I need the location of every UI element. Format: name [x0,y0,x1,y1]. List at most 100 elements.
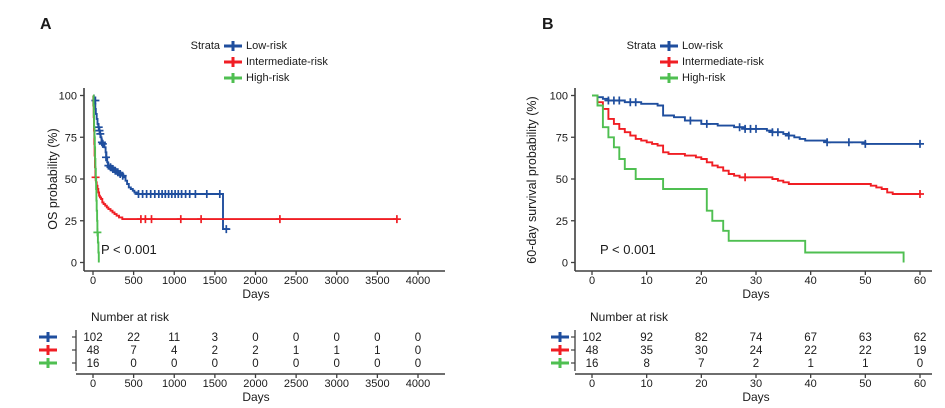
risk-count-low-risk: 3 [212,332,218,344]
y-tick-label: 100 [550,91,568,103]
risk-count-high-risk: 0 [415,358,421,370]
risk-count-high-risk: 1 [807,358,813,370]
risk-row-marker-intermediate-risk-icon [551,345,569,355]
risk-row-marker-high-risk-icon [551,358,569,368]
risk-count-low-risk: 102 [582,332,601,344]
p-value-annotation: P < 0.001 [101,242,157,257]
censor-marks-intermediate-risk [741,173,924,198]
x-tick-label: 3500 [365,275,389,287]
legend-title: Strata [190,40,220,52]
legend-label-intermediate-risk: Intermediate-risk [246,56,328,68]
risk-count-intermediate-risk: 1 [374,345,380,357]
risk-count-high-risk: 0 [334,358,340,370]
risk-count-high-risk: 0 [917,358,923,370]
y-tick-label: 25 [65,216,77,228]
x-tick-label: 0 [589,275,595,287]
legend-label-high-risk: High-risk [682,72,726,84]
y-tick-label: 75 [65,132,77,144]
risk-table-x-tick-label: 3500 [365,378,389,390]
censor-marks-low-risk [604,96,924,148]
risk-count-low-risk: 63 [859,332,872,344]
x-tick-label: 40 [805,275,817,287]
risk-count-intermediate-risk: 19 [914,345,927,357]
risk-row-marker-low-risk-icon [39,332,57,342]
risk-count-low-risk: 62 [914,332,927,344]
risk-count-low-risk: 0 [415,332,421,344]
y-tick-label: 50 [65,174,77,186]
y-tick-label: 0 [71,258,77,270]
y-tick-label: 0 [562,258,568,270]
y-axis-title: OS probability (%) [46,128,60,230]
risk-count-low-risk: 82 [695,332,708,344]
y-tick-label: 100 [59,91,77,103]
x-tick-label: 30 [750,275,762,287]
risk-count-low-risk: 11 [168,332,180,344]
risk-table-x-tick-label: 20 [695,378,707,390]
panel-label-a: A [40,16,52,33]
x-tick-label: 4000 [406,275,430,287]
risk-count-intermediate-risk: 30 [695,345,708,357]
risk-table-x-tick-label: 60 [914,378,926,390]
risk-row-marker-low-risk-icon [551,332,569,342]
risk-count-intermediate-risk: 1 [334,345,340,357]
km-curve-intermediate-risk [92,94,397,221]
risk-table-x-tick-label: 2000 [243,378,267,390]
y-tick-label: 50 [556,174,568,186]
legend-marker-intermediate-risk-icon [660,57,678,67]
risk-table-x-tick-label: 30 [750,378,762,390]
x-tick-label: 2500 [284,275,308,287]
risk-count-low-risk: 92 [640,332,653,344]
risk-count-intermediate-risk: 1 [293,345,299,357]
risk-table-x-axis-title: Days [242,390,270,404]
risk-table-title: Number at risk [91,310,170,324]
risk-count-intermediate-risk: 2 [212,345,218,357]
risk-count-intermediate-risk: 48 [87,345,100,357]
x-tick-label: 20 [695,275,707,287]
risk-table-x-axis-title: Days [742,390,770,404]
risk-table-x-tick-label: 2500 [284,378,308,390]
y-tick-label: 25 [556,216,568,228]
risk-count-high-risk: 0 [252,358,258,370]
risk-count-intermediate-risk: 2 [252,345,258,357]
x-tick-label: 3000 [325,275,349,287]
risk-table-x-tick-label: 500 [124,378,142,390]
risk-table-x-tick-label: 40 [805,378,817,390]
risk-count-low-risk: 0 [334,332,340,344]
risk-count-low-risk: 22 [127,332,140,344]
x-axis-title: Days [742,287,770,301]
risk-count-intermediate-risk: 7 [130,345,136,357]
risk-count-high-risk: 0 [374,358,380,370]
legend-label-low-risk: Low-risk [246,40,287,52]
risk-table-x-tick-label: 10 [641,378,653,390]
risk-table-x-tick-label: 0 [90,378,96,390]
x-tick-label: 0 [90,275,96,287]
risk-table-title: Number at risk [590,310,669,324]
censor-marks-high-risk [93,228,102,237]
y-axis-title: 60-day survival probability (%) [525,96,539,264]
risk-count-high-risk: 0 [171,358,177,370]
risk-count-intermediate-risk: 24 [750,345,763,357]
x-tick-label: 1000 [162,275,186,287]
risk-table-x-tick-label: 4000 [406,378,430,390]
risk-count-intermediate-risk: 0 [415,345,421,357]
x-tick-label: 2000 [243,275,267,287]
legend-marker-low-risk-icon [224,41,242,51]
km-curve-intermediate-risk [592,94,920,195]
legend-label-intermediate-risk: Intermediate-risk [682,56,764,68]
x-tick-label: 60 [914,275,926,287]
risk-table-x-tick-label: 0 [589,378,595,390]
legend-label-low-risk: Low-risk [682,40,723,52]
risk-count-high-risk: 1 [862,358,868,370]
legend-marker-high-risk-icon [224,73,242,83]
risk-table-x-tick-label: 1000 [162,378,186,390]
x-tick-label: 1500 [203,275,227,287]
risk-table-x-tick-label: 50 [859,378,871,390]
km-curve-low-risk [92,94,230,231]
censor-marks-intermediate-risk [91,173,401,224]
legend-marker-high-risk-icon [660,73,678,83]
risk-count-low-risk: 102 [83,332,102,344]
x-tick-label: 50 [859,275,871,287]
